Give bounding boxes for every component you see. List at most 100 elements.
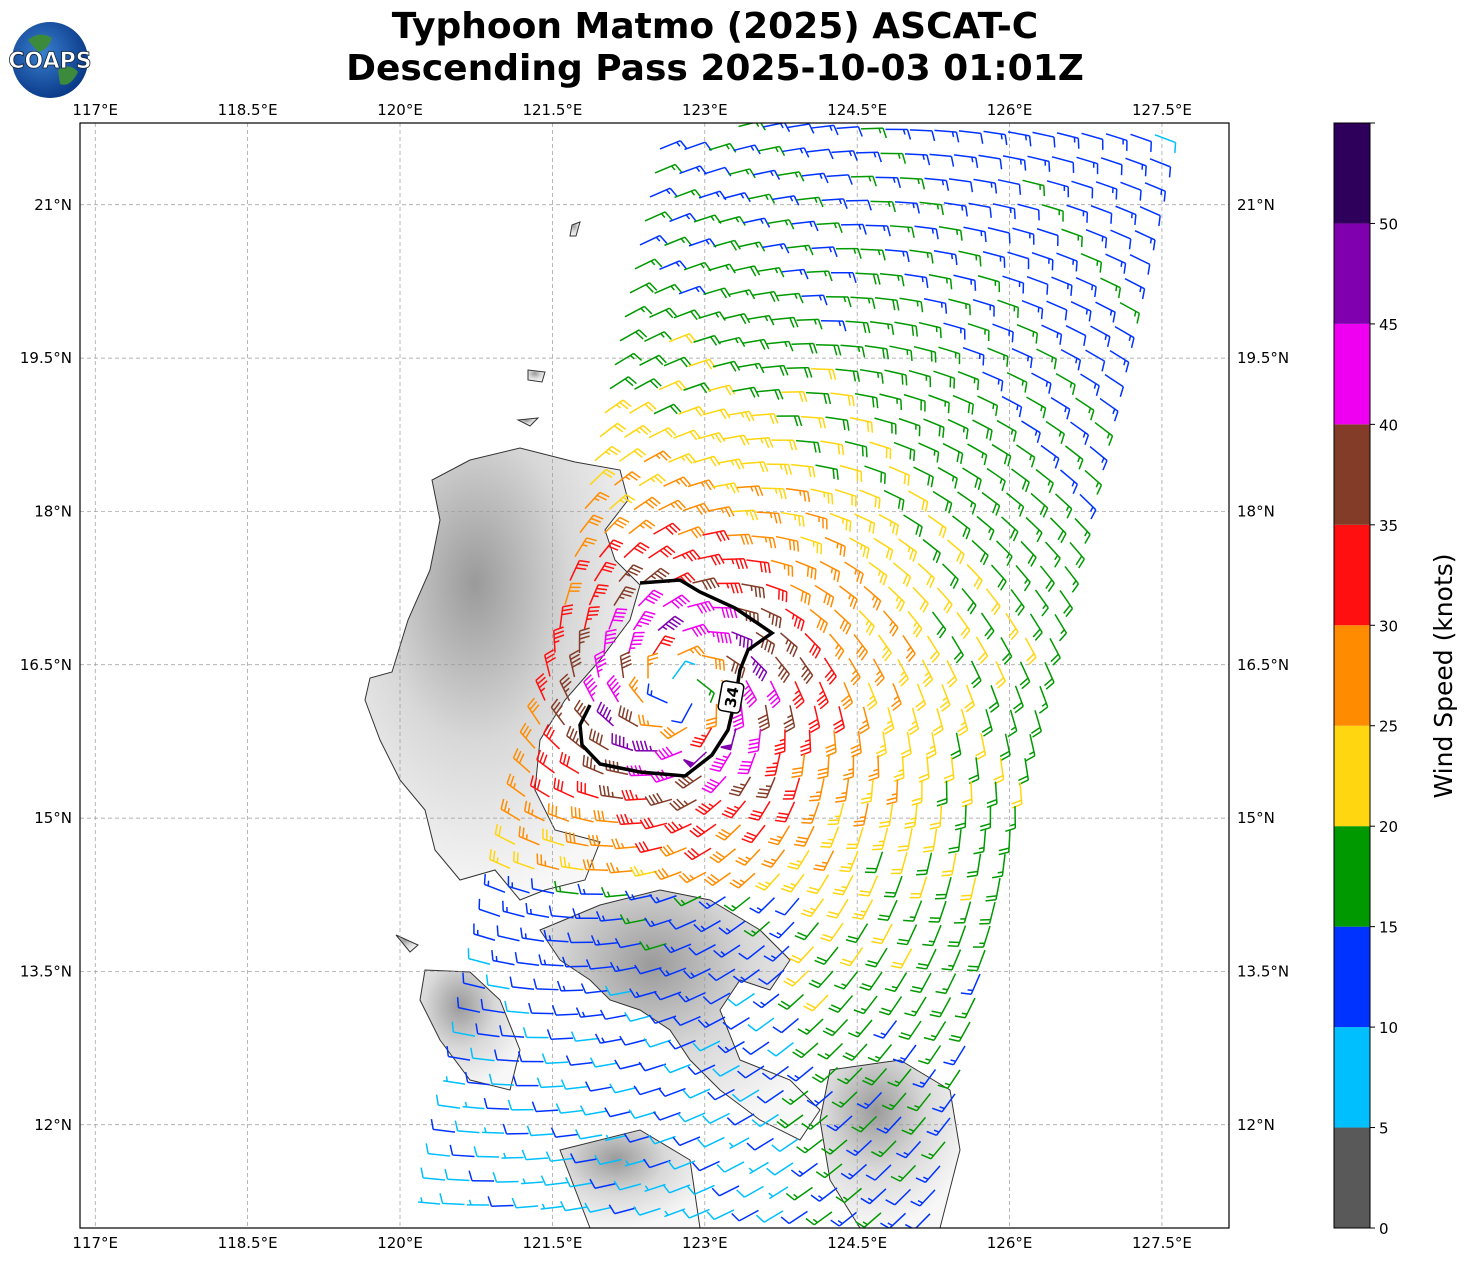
wind-barb: [815, 343, 842, 356]
wind-barb: [806, 1090, 833, 1107]
wind-barb: [1007, 709, 1018, 738]
wind-barb: [780, 1210, 808, 1225]
wind-barb: [520, 927, 545, 942]
wind-barb: [880, 152, 907, 164]
wind-barb: [869, 441, 892, 460]
wind-barb: [546, 1029, 574, 1040]
wind-barb: [652, 635, 676, 655]
wind-barb: [771, 1138, 799, 1153]
wind-barb: [810, 1187, 838, 1202]
wind-barb: [815, 1163, 843, 1179]
wind-barb: [638, 473, 667, 487]
wind-barb: [545, 1151, 573, 1162]
wind-barb: [1115, 205, 1137, 225]
wind-barb: [609, 1083, 637, 1094]
wind-barb: [904, 273, 929, 288]
wind-barb: [997, 299, 1020, 318]
wind-barb: [942, 442, 964, 464]
wind-barb: [761, 487, 787, 500]
wind-barb: [609, 376, 637, 390]
wind-barb: [756, 777, 776, 799]
wind-barb: [767, 1041, 794, 1057]
wind-barb: [654, 163, 683, 174]
wind-barb: [499, 1025, 525, 1038]
wind-barb: [668, 452, 697, 464]
wind-barb: [742, 338, 770, 350]
wind-barb: [1080, 253, 1103, 273]
wind-barb: [845, 320, 871, 334]
wind-barb: [839, 585, 858, 610]
wind-barb: [811, 124, 839, 136]
map-frame: [79, 122, 1230, 1229]
wind-barb: [932, 1093, 956, 1113]
wind-barb: [701, 654, 725, 671]
wind-barb: [757, 145, 786, 157]
wind-barb: [958, 130, 984, 144]
wind-barb: [524, 800, 545, 822]
wind-barb: [992, 203, 1016, 220]
wind-barb: [796, 318, 823, 330]
wind-barb: [582, 755, 604, 775]
wind-barb: [609, 494, 636, 510]
wind-barb: [502, 1123, 529, 1135]
wind-barb: [468, 1170, 495, 1182]
wind-barb: [677, 1112, 706, 1123]
wind-barb: [723, 896, 751, 912]
wind-barb: [682, 502, 711, 515]
wind-barb: [904, 804, 918, 829]
wind-barb: [709, 751, 732, 772]
wind-barb: [991, 443, 1012, 467]
wind-barb: [822, 1019, 849, 1037]
wind-barb: [995, 661, 1007, 689]
wind-barb: [858, 609, 875, 636]
wind-barb: [1005, 612, 1019, 641]
wind-barb: [761, 1065, 789, 1081]
wind-barb: [1129, 254, 1151, 275]
wind-barb: [637, 589, 664, 607]
wind-barb: [862, 1067, 888, 1086]
wind-barb: [683, 751, 708, 768]
wind-barb: [643, 567, 670, 583]
wind-barb: [847, 1019, 873, 1038]
wind-barb: [687, 1064, 716, 1076]
wind-barb: [845, 923, 869, 944]
wind-barb: [1080, 373, 1100, 396]
wind-barb: [649, 187, 678, 198]
wind-barb: [854, 392, 879, 409]
wind-barb: [596, 701, 614, 727]
wind-barb: [634, 258, 663, 270]
wind-barb: [992, 323, 1014, 343]
wind-barb: [825, 416, 850, 431]
wind-barb: [683, 967, 711, 980]
wind-barb: [886, 779, 899, 806]
wind-barb: [853, 995, 878, 1015]
wind-barb: [446, 1045, 471, 1061]
wind-barb: [839, 850, 859, 873]
wind-barb: [611, 733, 634, 752]
wind-barb: [643, 1038, 672, 1048]
wind-barb: [1012, 227, 1035, 245]
wind-barb: [750, 655, 768, 682]
wind-barb: [662, 594, 691, 609]
wind-barb: [934, 876, 952, 900]
wind-barb: [609, 961, 638, 973]
wind-barb: [613, 586, 636, 606]
wind-barb: [449, 1144, 475, 1158]
wind-barb: [594, 1033, 623, 1044]
wind-barb: [821, 1139, 848, 1155]
wind-barb: [711, 606, 738, 619]
wind-barb: [809, 778, 825, 802]
wind-barb: [742, 680, 758, 708]
wind-barb: [647, 652, 659, 679]
lat-tick-label-left: 13.5°N: [20, 962, 72, 980]
wind-barb: [451, 1021, 476, 1037]
wind-barb: [943, 322, 966, 340]
wind-barb: [731, 1089, 760, 1103]
wind-barb: [948, 298, 971, 316]
wind-barb: [785, 1186, 813, 1201]
wind-barb: [926, 635, 940, 663]
wind-barb: [634, 378, 662, 390]
wind-barb: [1149, 158, 1172, 178]
wind-barb: [728, 168, 756, 179]
wind-barb: [702, 1112, 730, 1125]
